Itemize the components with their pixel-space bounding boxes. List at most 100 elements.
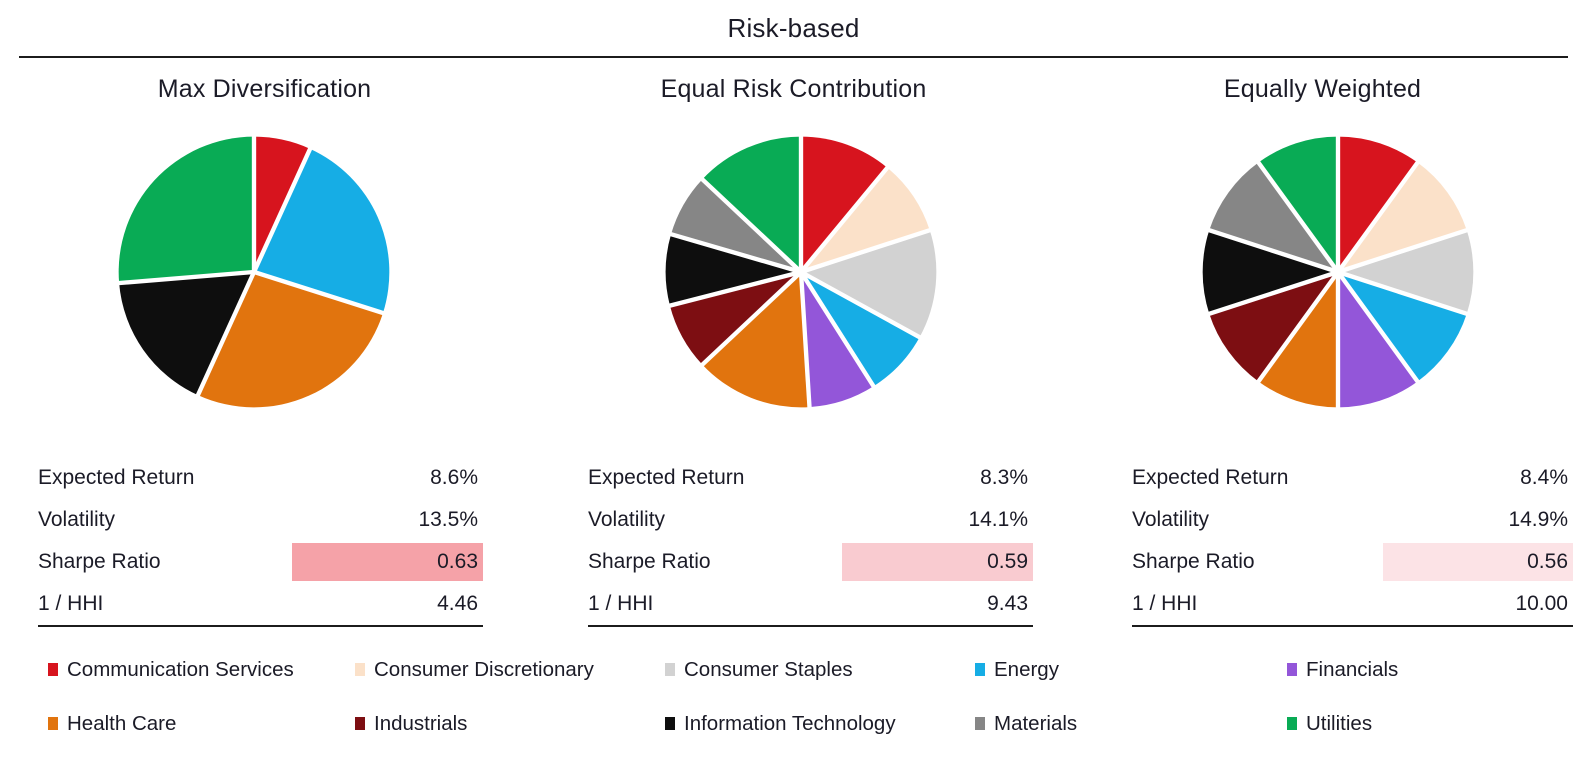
pie-slice-gap bbox=[699, 177, 802, 274]
portfolio-panels: Max Diversification Expected Return 8.6%… bbox=[0, 75, 1587, 627]
pie-slice-consumer-discretionary bbox=[1337, 162, 1467, 272]
stat-row-sharpe-ratio: Sharpe Ratio 0.56 bbox=[1132, 541, 1573, 583]
legend-label: Consumer Staples bbox=[684, 657, 853, 681]
legend-swatch-icon bbox=[1287, 717, 1297, 730]
pie-slice-gap bbox=[1335, 270, 1420, 384]
pie-slice-communication-services bbox=[800, 136, 887, 272]
pie-slice-health-care bbox=[701, 272, 809, 408]
pie-slice-gap bbox=[1255, 270, 1340, 384]
panel-equal-risk-contribution: Equal Risk Contribution Expected Return … bbox=[529, 75, 1058, 627]
legend-item-financials: Financials bbox=[1287, 653, 1587, 686]
pie-slice-industrials bbox=[1208, 272, 1338, 382]
stat-row-expected-return: Expected Return 8.6% bbox=[38, 457, 483, 499]
pie-slice-health-care bbox=[197, 272, 383, 408]
legend-swatch-icon bbox=[975, 717, 985, 730]
stat-label: Volatility bbox=[1132, 508, 1210, 531]
stat-value: 14.9% bbox=[1508, 508, 1568, 531]
legend-item-industrials: Industrials bbox=[355, 707, 665, 740]
legend-label: Energy bbox=[994, 657, 1059, 681]
legend-label: Communication Services bbox=[67, 657, 294, 681]
pie-slice-gap bbox=[798, 271, 812, 409]
page-title: Risk-based bbox=[727, 13, 860, 43]
pie-slice-gap bbox=[252, 269, 385, 316]
pie-chart-equally-weighted bbox=[1202, 135, 1473, 409]
pie-slice-information-technology bbox=[665, 234, 801, 306]
stat-label: Volatility bbox=[38, 508, 116, 531]
panel-title: Equally Weighted bbox=[1223, 75, 1422, 103]
stat-label: Expected Return bbox=[38, 466, 195, 489]
legend-item-materials: Materials bbox=[975, 707, 1287, 740]
stat-label: 1 / HHI bbox=[38, 592, 104, 615]
pie-slice-consumer-staples bbox=[800, 230, 936, 338]
pie-slice-energy bbox=[253, 148, 389, 314]
legend-label: Consumer Discretionary bbox=[374, 657, 594, 681]
stat-value: 8.6% bbox=[430, 466, 478, 489]
stat-value: 0.63 bbox=[437, 550, 478, 573]
legend-label: Financials bbox=[1306, 657, 1399, 681]
stat-row-hhi: 1 / HHI 4.46 bbox=[38, 583, 483, 625]
pie-slice-utilities bbox=[118, 136, 254, 284]
pie-slice-gap bbox=[667, 269, 802, 309]
pie-slice-utilities bbox=[701, 136, 801, 272]
pie-slice-gap bbox=[669, 231, 802, 275]
stat-label: 1 / HHI bbox=[1132, 592, 1198, 615]
legend-label: Information Technology bbox=[684, 711, 896, 735]
stat-row-volatility: Volatility 14.1% bbox=[588, 499, 1033, 541]
stat-value: 9.43 bbox=[987, 592, 1028, 615]
stat-label: Expected Return bbox=[1132, 466, 1289, 489]
legend-item-utilities: Utilities bbox=[1287, 707, 1587, 740]
legend-label: Materials bbox=[994, 711, 1078, 735]
pie-slice-energy bbox=[1337, 272, 1467, 382]
pie-slice-health-care bbox=[1257, 272, 1338, 408]
stat-label: Sharpe Ratio bbox=[38, 550, 161, 573]
pie-slice-financials bbox=[1337, 272, 1418, 408]
legend-item-energy: Energy bbox=[975, 653, 1287, 686]
pie-slice-gap bbox=[1207, 269, 1339, 317]
legend-item-information-technology: Information Technology bbox=[665, 707, 975, 740]
legend-swatch-icon bbox=[975, 663, 985, 676]
legend-swatch-icon bbox=[1287, 663, 1297, 676]
legend-item-consumer-staples: Consumer Staples bbox=[665, 653, 975, 686]
pie-slice-gap bbox=[798, 165, 890, 274]
panel-title: Equal Risk Contribution bbox=[660, 75, 927, 103]
legend-swatch-icon bbox=[48, 663, 58, 676]
pie-slice-gap bbox=[1336, 269, 1468, 317]
stat-value: 13.5% bbox=[418, 508, 478, 531]
stat-label: Sharpe Ratio bbox=[1132, 550, 1255, 573]
stats-table: Expected Return 8.6% Volatility 13.5% Sh… bbox=[38, 457, 483, 627]
pie-slice-information-technology bbox=[1202, 230, 1338, 314]
pie-slice-utilities bbox=[1257, 136, 1338, 272]
panel-max-diversification: Max Diversification Expected Return 8.6%… bbox=[0, 75, 529, 627]
stats-table: Expected Return 8.4% Volatility 14.9% Sh… bbox=[1132, 457, 1573, 627]
legend-item-consumer-discretionary: Consumer Discretionary bbox=[355, 653, 665, 686]
stat-row-volatility: Volatility 13.5% bbox=[38, 499, 483, 541]
stat-row-expected-return: Expected Return 8.3% bbox=[588, 457, 1033, 499]
pie-slice-energy bbox=[800, 272, 920, 387]
pie-chart-max-diversification bbox=[117, 135, 389, 408]
stat-value: 10.00 bbox=[1515, 592, 1568, 615]
stat-value: 8.3% bbox=[980, 466, 1028, 489]
pie-slice-communication-services bbox=[1337, 136, 1418, 272]
stat-value: 4.46 bbox=[437, 592, 478, 615]
stat-value: 8.4% bbox=[1520, 466, 1568, 489]
pie-slice-gap bbox=[1335, 160, 1420, 274]
pie-slice-consumer-staples bbox=[1337, 230, 1473, 314]
stat-label: Sharpe Ratio bbox=[588, 550, 711, 573]
pie-slice-gap bbox=[1207, 227, 1339, 275]
pie-chart-container bbox=[1058, 127, 1587, 417]
stat-row-sharpe-ratio: Sharpe Ratio 0.63 bbox=[38, 541, 483, 583]
pie-chart-container bbox=[0, 127, 529, 417]
pie-slice-industrials bbox=[669, 272, 801, 365]
sharpe-highlight bbox=[841, 543, 1033, 581]
stat-label: 1 / HHI bbox=[588, 592, 654, 615]
pie-slice-gap bbox=[117, 269, 254, 286]
pie-slice-financials bbox=[800, 272, 874, 408]
legend-swatch-icon bbox=[355, 717, 365, 730]
stat-row-sharpe-ratio: Sharpe Ratio 0.59 bbox=[588, 541, 1033, 583]
legend-swatch-icon bbox=[48, 717, 58, 730]
pie-slice-materials bbox=[670, 179, 801, 272]
pie-slice-gap bbox=[799, 227, 931, 275]
pie-slice-consumer-discretionary bbox=[800, 167, 930, 272]
pie-slice-information-technology bbox=[118, 272, 254, 396]
pie-chart-container bbox=[529, 127, 1058, 417]
